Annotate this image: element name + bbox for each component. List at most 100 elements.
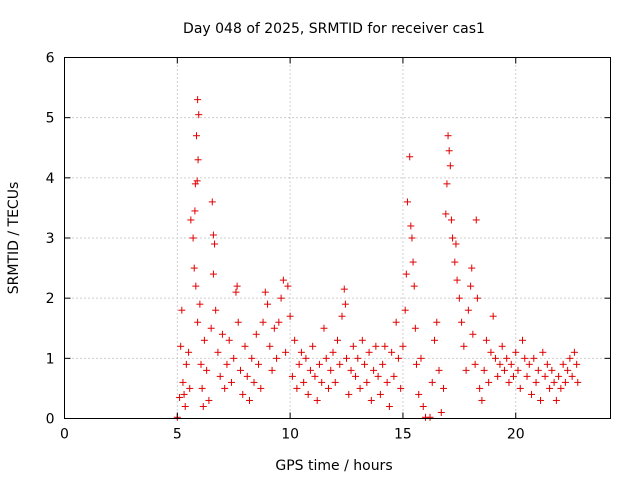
data-point	[390, 372, 398, 380]
data-point	[208, 198, 216, 206]
data-point	[315, 360, 323, 368]
data-point	[203, 366, 211, 374]
data-point	[336, 360, 344, 368]
data-point	[473, 294, 481, 302]
data-point	[534, 366, 542, 374]
data-point	[233, 282, 241, 290]
data-point	[409, 258, 417, 266]
data-point	[255, 360, 263, 368]
data-point	[401, 306, 409, 314]
x-tick-label: 20	[507, 427, 525, 443]
data-point	[574, 378, 582, 386]
data-point	[383, 378, 391, 386]
data-point	[485, 378, 493, 386]
data-point	[433, 318, 441, 326]
data-point	[192, 282, 200, 290]
data-point	[570, 348, 578, 356]
data-point	[196, 300, 204, 308]
data-point	[379, 360, 387, 368]
data-point	[270, 324, 278, 332]
data-point	[236, 366, 244, 374]
data-point	[243, 372, 251, 380]
data-point	[313, 396, 321, 404]
y-tick-label: 3	[46, 231, 55, 247]
data-point	[491, 354, 499, 362]
data-point	[225, 336, 233, 344]
data-point	[458, 318, 466, 326]
data-point	[543, 360, 551, 368]
data-point	[291, 336, 299, 344]
data-point	[187, 216, 195, 224]
data-point	[489, 312, 497, 320]
data-point	[397, 384, 405, 392]
data-point	[293, 384, 301, 392]
data-point	[552, 396, 560, 404]
data-point	[464, 306, 472, 314]
data-point	[264, 300, 272, 308]
data-point	[302, 354, 310, 362]
data-point	[185, 348, 193, 356]
data-point	[557, 384, 565, 392]
data-point	[440, 384, 448, 392]
data-point	[309, 342, 317, 350]
data-point	[338, 312, 346, 320]
data-point	[573, 360, 581, 368]
data-point	[462, 366, 470, 374]
data-point	[259, 318, 267, 326]
x-tick-label: 15	[394, 427, 412, 443]
data-point	[385, 402, 393, 410]
data-point	[212, 306, 220, 314]
data-point	[431, 336, 439, 344]
data-point	[186, 384, 194, 392]
data-point	[349, 342, 357, 350]
data-point	[246, 396, 254, 404]
data-point	[311, 372, 319, 380]
data-point	[453, 276, 461, 284]
data-point	[446, 162, 454, 170]
data-point	[410, 282, 418, 290]
data-point	[505, 378, 513, 386]
data-point	[192, 132, 200, 140]
data-point	[300, 378, 308, 386]
data-point	[374, 372, 382, 380]
data-point	[564, 366, 572, 374]
data-point	[200, 336, 208, 344]
data-point	[394, 354, 402, 362]
data-point	[539, 348, 547, 356]
y-tick-label: 4	[46, 171, 55, 187]
data-point	[530, 354, 538, 362]
data-point	[218, 330, 226, 338]
data-point	[500, 366, 508, 374]
data-point	[279, 276, 287, 284]
data-point	[406, 153, 414, 161]
data-point	[546, 384, 554, 392]
data-point	[179, 378, 187, 386]
data-point	[178, 306, 186, 314]
data-point	[329, 348, 337, 356]
data-point	[191, 207, 199, 215]
data-point	[417, 354, 425, 362]
data-point	[209, 231, 217, 239]
data-point	[284, 282, 292, 290]
data-point	[566, 354, 574, 362]
data-point	[372, 342, 380, 350]
data-point	[205, 396, 213, 404]
data-point	[286, 312, 294, 320]
y-tick-label: 0	[46, 412, 55, 428]
data-point	[480, 366, 488, 374]
data-point	[190, 264, 198, 272]
data-point	[445, 147, 453, 155]
data-point	[180, 390, 188, 398]
data-point	[181, 402, 189, 410]
data-point	[419, 402, 427, 410]
data-point	[443, 180, 451, 188]
data-point	[227, 378, 235, 386]
data-point	[295, 360, 303, 368]
data-point	[191, 180, 199, 188]
data-point	[363, 378, 371, 386]
data-point	[482, 336, 490, 344]
data-point	[306, 366, 314, 374]
axis-ticks	[64, 57, 611, 419]
y-tick-label: 5	[46, 111, 55, 127]
data-point	[248, 354, 256, 362]
